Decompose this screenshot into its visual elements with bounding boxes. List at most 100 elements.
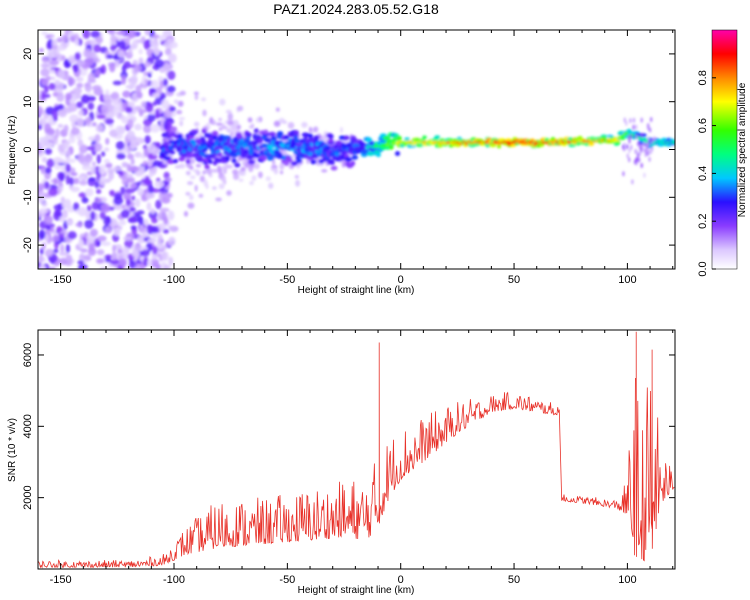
heatmap-cell bbox=[119, 219, 127, 226]
heatmap-cell bbox=[44, 148, 53, 155]
colorbar-tick-label: 0.4 bbox=[697, 166, 709, 181]
heatmap-cell bbox=[143, 256, 149, 267]
heatmap-cell bbox=[220, 165, 226, 170]
heatmap-cell bbox=[46, 142, 55, 147]
heatmap-cell bbox=[77, 260, 85, 265]
heatmap-cell bbox=[211, 130, 219, 136]
heatmap-cell bbox=[43, 84, 49, 94]
heatmap-cell bbox=[166, 192, 173, 198]
heatmap-cell bbox=[40, 91, 46, 100]
heatmap-cell bbox=[225, 156, 230, 162]
heatmap-cell bbox=[251, 175, 257, 182]
x-tick-label: 100 bbox=[618, 574, 636, 586]
heatmap-cell bbox=[142, 178, 151, 185]
heatmap-cell bbox=[81, 60, 86, 66]
y-tick-label: 4000 bbox=[22, 414, 34, 438]
heatmap-cell bbox=[70, 186, 80, 193]
heatmap-cell bbox=[265, 176, 271, 182]
heatmap-cell bbox=[65, 163, 71, 173]
heatmap-cell bbox=[630, 144, 633, 150]
heatmap-cell bbox=[249, 180, 254, 186]
heatmap-cell bbox=[330, 160, 335, 165]
heatmap-cell bbox=[212, 134, 218, 140]
heatmap-cell bbox=[313, 126, 319, 133]
heatmap-cell bbox=[189, 194, 194, 201]
heatmap-cell bbox=[103, 147, 110, 152]
heatmap-cell bbox=[150, 123, 161, 133]
heatmap-cell bbox=[150, 207, 156, 214]
heatmap-cell bbox=[112, 80, 123, 86]
heatmap-cell bbox=[106, 54, 114, 59]
heatmap-cell bbox=[237, 105, 244, 112]
colorbar-tick-label: 0.8 bbox=[697, 70, 709, 85]
heatmap-cell bbox=[41, 78, 50, 86]
heatmap-cell bbox=[185, 153, 194, 159]
heatmap-cell bbox=[110, 35, 118, 43]
heatmap-cell bbox=[649, 116, 653, 122]
heatmap-cell bbox=[92, 142, 103, 152]
heatmap-cell bbox=[632, 124, 636, 130]
heatmap-cell bbox=[88, 243, 95, 252]
heatmap-cell bbox=[623, 117, 626, 123]
heatmap-cell bbox=[194, 184, 198, 192]
heatmap-cell bbox=[219, 98, 226, 106]
heatmap-cell bbox=[83, 48, 92, 58]
heatmap-cell bbox=[635, 156, 638, 162]
heatmap-cell bbox=[640, 132, 643, 138]
heatmap-cell bbox=[631, 179, 634, 185]
heatmap-cell bbox=[46, 49, 54, 60]
heatmap-cell bbox=[41, 156, 48, 163]
heatmap-cell bbox=[275, 107, 280, 112]
heatmap-cell bbox=[144, 61, 152, 68]
heatmap-cell bbox=[60, 196, 66, 204]
heatmap-cell bbox=[73, 33, 79, 39]
heatmap-cell bbox=[124, 188, 135, 194]
heatmap-cell bbox=[324, 145, 332, 151]
heatmap-cell bbox=[154, 181, 165, 188]
heatmap-cell bbox=[238, 178, 244, 182]
heatmap-cell bbox=[74, 209, 85, 215]
heatmap-cell bbox=[203, 179, 209, 187]
heatmap-cell bbox=[646, 142, 649, 148]
heatmap-cell bbox=[144, 135, 151, 144]
heatmap-cell bbox=[221, 125, 228, 130]
heatmap-cell bbox=[39, 196, 45, 203]
heatmap-cell bbox=[351, 160, 356, 166]
heatmap-cell bbox=[240, 153, 247, 159]
heatmap-cell bbox=[84, 219, 94, 229]
heatmap-cell bbox=[642, 141, 646, 147]
heatmap-cell bbox=[97, 235, 107, 242]
heatmap-cell bbox=[266, 155, 275, 161]
heatmap-cell bbox=[190, 129, 199, 135]
heatmap-cell bbox=[41, 57, 51, 63]
snr-axes: -150 -100 -50 0 50 100 2000 4000 6000 bbox=[22, 330, 675, 586]
snr-x-axis-label: Height of straight line (km) bbox=[298, 585, 415, 596]
heatmap-cell bbox=[67, 231, 77, 240]
heatmap-cell bbox=[290, 161, 298, 166]
heatmap-cell bbox=[46, 158, 55, 168]
heatmap-cell bbox=[178, 156, 186, 162]
heatmap-cell bbox=[163, 120, 169, 130]
heatmap-cell bbox=[44, 122, 52, 133]
heatmap-cell bbox=[632, 117, 636, 123]
heatmap-cell bbox=[56, 37, 63, 43]
heatmap-cell bbox=[66, 158, 76, 163]
heatmap-cell bbox=[88, 177, 97, 182]
y-tick-label: -20 bbox=[22, 237, 34, 253]
heatmap-cell bbox=[65, 254, 73, 265]
heatmap-cell bbox=[209, 117, 214, 125]
heatmap-cell bbox=[81, 196, 89, 204]
heatmap-cell bbox=[248, 165, 254, 173]
heatmap-cell bbox=[649, 149, 652, 155]
heatmap-cell bbox=[647, 148, 650, 154]
heatmap-cell bbox=[230, 152, 239, 158]
heatmap-cell bbox=[218, 117, 223, 122]
heatmap-cell bbox=[157, 233, 163, 243]
heatmap-cell bbox=[190, 158, 196, 165]
heatmap-cell bbox=[87, 72, 96, 83]
heatmap-cell bbox=[65, 243, 71, 254]
heatmap-cell bbox=[39, 208, 49, 214]
heatmap-cell bbox=[211, 186, 217, 191]
heatmap-cell bbox=[129, 211, 134, 217]
heatmap-cell bbox=[158, 191, 163, 202]
